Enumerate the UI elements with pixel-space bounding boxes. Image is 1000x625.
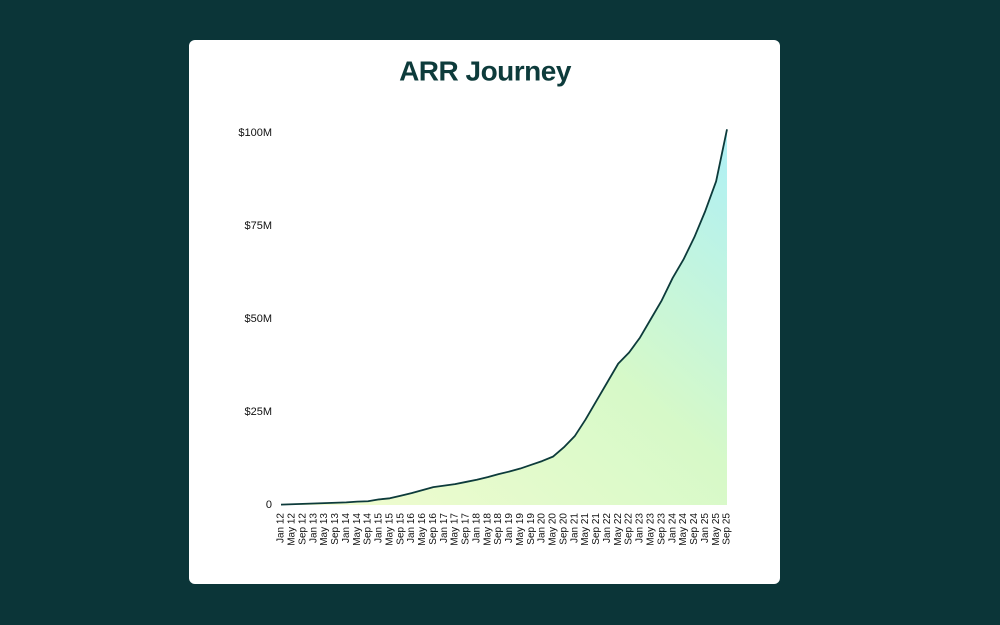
x-tick-label: May 13 xyxy=(319,513,330,546)
y-tick-label: $75M xyxy=(244,220,272,232)
x-tick-label: Sep 15 xyxy=(395,513,406,545)
x-tick-label: May 17 xyxy=(450,513,461,546)
x-tick-label: Sep 22 xyxy=(624,513,635,545)
x-tick-label: May 12 xyxy=(287,513,298,546)
x-tick-label: Sep 21 xyxy=(591,513,602,545)
x-tick-label: May 15 xyxy=(384,513,395,546)
area-fill xyxy=(281,129,727,505)
x-tick-label: Jan 12 xyxy=(276,513,287,543)
chart-title: ARR Journey xyxy=(399,55,572,86)
x-tick-label: Jan 25 xyxy=(700,513,711,543)
x-tick-label: May 18 xyxy=(482,513,493,546)
x-tick-label: Sep 13 xyxy=(330,513,341,545)
x-tick-label: Jan 16 xyxy=(406,513,417,543)
x-tick-label: Jan 23 xyxy=(635,513,646,543)
y-tick-label: $50M xyxy=(244,313,272,325)
x-tick-label: May 16 xyxy=(417,513,428,546)
x-tick-label: Sep 12 xyxy=(297,513,308,545)
x-tick-label: May 14 xyxy=(352,513,363,546)
x-tick-label: Jan 18 xyxy=(471,513,482,543)
x-tick-label: May 19 xyxy=(515,513,526,546)
x-tick-label: Jan 19 xyxy=(504,513,515,543)
x-tick-label: Sep 20 xyxy=(558,513,569,545)
x-tick-label: May 23 xyxy=(645,513,656,546)
x-tick-label: Sep 23 xyxy=(656,513,667,545)
x-tick-label: Sep 24 xyxy=(689,513,700,545)
x-tick-label: Sep 19 xyxy=(526,513,537,545)
x-tick-label: Jan 13 xyxy=(308,513,319,543)
x-tick-label: Sep 25 xyxy=(722,513,733,545)
x-tick-label: May 21 xyxy=(580,513,591,546)
x-tick-label: May 20 xyxy=(548,513,559,546)
x-tick-label: Jan 22 xyxy=(602,513,613,543)
x-tick-label: Jan 20 xyxy=(537,513,548,543)
x-tick-label: Sep 18 xyxy=(493,513,504,545)
y-tick-label: $25M xyxy=(244,406,272,418)
x-tick-label: Jan 24 xyxy=(667,513,678,543)
x-tick-label: Sep 14 xyxy=(363,513,374,545)
x-tick-label: Jan 21 xyxy=(569,513,580,543)
y-tick-label: $100M xyxy=(238,127,272,139)
x-tick-label: Jan 17 xyxy=(439,513,450,543)
line xyxy=(280,129,728,506)
x-tick-label: Sep 17 xyxy=(461,513,472,545)
x-tick-label: Sep 16 xyxy=(428,513,439,545)
x-tick-label: May 24 xyxy=(678,513,689,546)
x-tick-label: May 22 xyxy=(613,513,624,546)
y-tick-label: 0 xyxy=(266,499,272,511)
x-tick-label: May 25 xyxy=(711,513,722,546)
x-tick-label: Jan 14 xyxy=(341,513,352,543)
x-tick-label: Jan 15 xyxy=(374,513,385,543)
